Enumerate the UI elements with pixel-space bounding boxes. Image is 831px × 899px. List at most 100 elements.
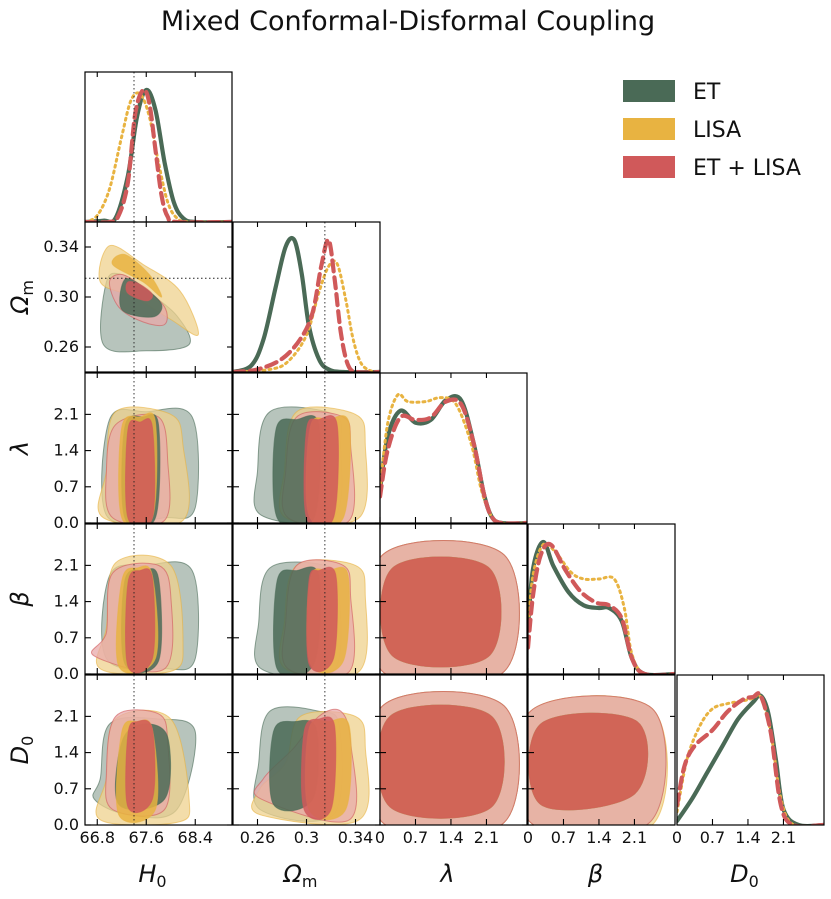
panel-frame	[379, 523, 528, 675]
panel-frame	[84, 372, 233, 524]
contour-inner-D0-Om-etlisa	[300, 716, 337, 821]
panel-H0-H0	[84, 71, 233, 223]
panel-Om-Om	[232, 221, 381, 373]
panel-frame	[527, 523, 676, 675]
x-axis-label-beta: β	[587, 860, 603, 888]
y-axis-label-lambda: λ	[6, 441, 34, 457]
panel-content	[677, 691, 824, 825]
contour-inner-beta-Om-etlisa	[306, 566, 338, 673]
legend-label-etlisa: ET + LISA	[693, 156, 801, 181]
marginal-H0-et	[85, 87, 232, 222]
marginal-H0-lisa	[85, 91, 232, 222]
x-tick-label-H0: 68.4	[177, 828, 213, 847]
contour-inner-D0-H0-etlisa	[125, 719, 156, 814]
x-tick-label-lambda: 1.4	[438, 828, 463, 847]
x-axis-label-D0: D0	[730, 860, 759, 891]
y-tick-label-lambda: 2.1	[54, 404, 79, 423]
panel-content	[528, 539, 675, 674]
y-tick-label-lambda: 1.4	[54, 441, 79, 460]
panel-frame	[84, 674, 233, 826]
legend-swatch-et	[623, 80, 675, 102]
y-axis-label-D0: D0	[6, 736, 37, 765]
y-tick-label-D0: 0.7	[54, 779, 79, 798]
x-tick-label-D0: 0.7	[700, 828, 725, 847]
y-tick-label-Om: 0.34	[43, 237, 79, 256]
panel-frame	[84, 523, 233, 675]
panel-content	[380, 539, 520, 674]
marginal-beta-et	[528, 539, 675, 674]
marginal-beta-etlisa	[528, 541, 675, 674]
x-tick-label-D0: 0	[672, 828, 682, 847]
x-axis-label-H0: H0	[138, 860, 166, 891]
panel-content	[85, 222, 232, 372]
marginal-Om-etlisa	[233, 237, 380, 372]
contour-inner-D0-lambda-etlisa	[380, 704, 505, 819]
panel-content	[251, 675, 370, 825]
x-tick-label-lambda: 0	[375, 828, 385, 847]
panel-frame	[527, 674, 676, 826]
legend-swatch-lisa	[623, 118, 675, 140]
panel-D0-H0	[84, 674, 233, 826]
contour-inner-D0-beta-etlisa	[528, 712, 649, 811]
x-tick-label-D0: 1.4	[735, 828, 760, 847]
panel-content	[253, 373, 368, 523]
y-tick-label-beta: 0.0	[54, 664, 79, 683]
panel-frame	[379, 372, 528, 524]
panel-lambda-H0	[84, 372, 233, 524]
x-tick-label-lambda: 2.1	[474, 828, 499, 847]
y-tick-label-D0: 1.4	[54, 743, 79, 762]
y-tick-label-lambda: 0.7	[54, 477, 79, 496]
y-tick-label-D0: 0.0	[54, 815, 79, 834]
contour-inner-lambda-Om-etlisa	[303, 415, 339, 523]
panel-D0-D0	[676, 674, 825, 826]
panel-content	[91, 524, 200, 674]
contour-inner-beta-H0-etlisa	[125, 568, 156, 674]
panel-beta-lambda	[379, 523, 528, 675]
marginal-D0-et	[677, 693, 824, 825]
marginal-H0-etlisa	[85, 87, 232, 222]
panel-lambda-lambda	[379, 372, 528, 524]
contour-inner-lambda-H0-etlisa	[125, 418, 156, 523]
y-tick-label-lambda: 0.0	[54, 513, 79, 532]
y-tick-label-Om: 0.30	[43, 287, 79, 306]
panel-D0-Om	[232, 674, 381, 826]
legend-label-et: ET	[693, 80, 721, 105]
panel-content	[92, 675, 197, 825]
panel-beta-beta	[527, 523, 676, 675]
x-tick-label-Om: 0.26	[240, 828, 276, 847]
panel-D0-beta	[527, 674, 676, 826]
y-tick-label-beta: 2.1	[54, 555, 79, 574]
contour-inner-Om-H0-lisa	[111, 253, 163, 298]
y-tick-label-Om: 0.26	[43, 337, 79, 356]
panel-frame	[676, 674, 825, 826]
contour-inner-Om-H0-etlisa	[125, 280, 154, 302]
legend-swatch-etlisa	[623, 156, 675, 178]
legend: ET LISA ET + LISA	[623, 80, 801, 181]
x-tick-label-beta: 0.7	[551, 828, 576, 847]
x-tick-label-beta: 1.4	[586, 828, 611, 847]
panel-content	[233, 222, 380, 372]
x-axis-label-lambda: λ	[438, 860, 454, 888]
marginal-lambda-etlisa	[380, 397, 527, 523]
panel-Om-H0	[84, 221, 233, 373]
panel-beta-Om	[232, 523, 381, 675]
panel-frame	[379, 674, 528, 826]
marginal-lambda-lisa	[380, 392, 527, 523]
x-tick-label-beta: 0	[523, 828, 533, 847]
x-tick-label-H0: 66.8	[79, 828, 115, 847]
y-tick-label-beta: 0.7	[54, 628, 79, 647]
panel-content	[528, 695, 668, 825]
x-tick-label-lambda: 0.7	[403, 828, 428, 847]
panel-D0-lambda	[379, 674, 528, 826]
marginal-D0-lisa	[677, 693, 824, 825]
marginal-Om-et	[233, 235, 380, 372]
x-tick-label-beta: 2.1	[622, 828, 647, 847]
x-tick-label-Om: 0.3	[294, 828, 319, 847]
panel-beta-H0	[84, 523, 233, 675]
y-tick-label-beta: 1.4	[54, 592, 79, 611]
legend-label-lisa: LISA	[693, 118, 741, 143]
x-tick-label-H0: 67.6	[128, 828, 164, 847]
